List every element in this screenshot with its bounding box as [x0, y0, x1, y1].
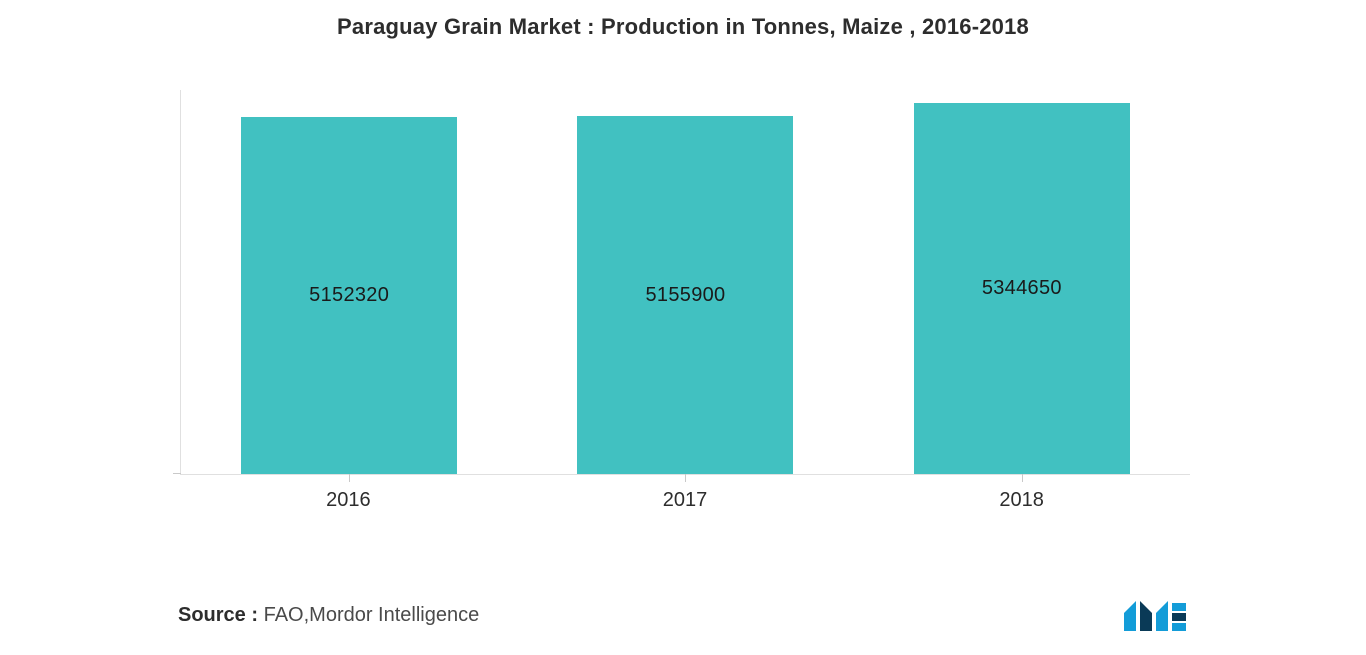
- source-label: Source :: [178, 604, 258, 626]
- x-axis-label: 2018: [853, 485, 1190, 512]
- bar-slot: 5152320: [181, 90, 517, 474]
- bar: 5155900: [577, 116, 793, 474]
- bar-value-label: 5152320: [309, 284, 389, 307]
- x-axis-labels: 201620172018: [180, 485, 1190, 512]
- x-axis-label: 2017: [517, 485, 854, 512]
- bar-slot: 5344650: [854, 90, 1190, 474]
- source-row: Source : FAO,Mordor Intelligence: [178, 597, 1188, 633]
- x-tick: [349, 474, 350, 482]
- bar-value-label: 5344650: [982, 277, 1062, 300]
- source-value: FAO,Mordor Intelligence: [258, 604, 479, 626]
- x-tick: [1022, 474, 1023, 482]
- x-tick: [685, 474, 686, 482]
- bar-plot: 5152320 5155900 5344650: [180, 90, 1190, 475]
- chart-title: Paraguay Grain Market : Production in To…: [0, 14, 1366, 40]
- bar-value-label: 5155900: [646, 284, 726, 307]
- chart-area: 5152320 5155900 5344650 201620172018: [180, 90, 1190, 510]
- bar: 5344650: [914, 103, 1130, 474]
- source-text: Source : FAO,Mordor Intelligence: [178, 604, 479, 627]
- bar: 5152320: [241, 117, 457, 474]
- bar-slot: 5155900: [517, 90, 853, 474]
- mordor-logo-icon: [1122, 597, 1188, 633]
- y-tick: [173, 473, 181, 474]
- x-axis-label: 2016: [180, 485, 517, 512]
